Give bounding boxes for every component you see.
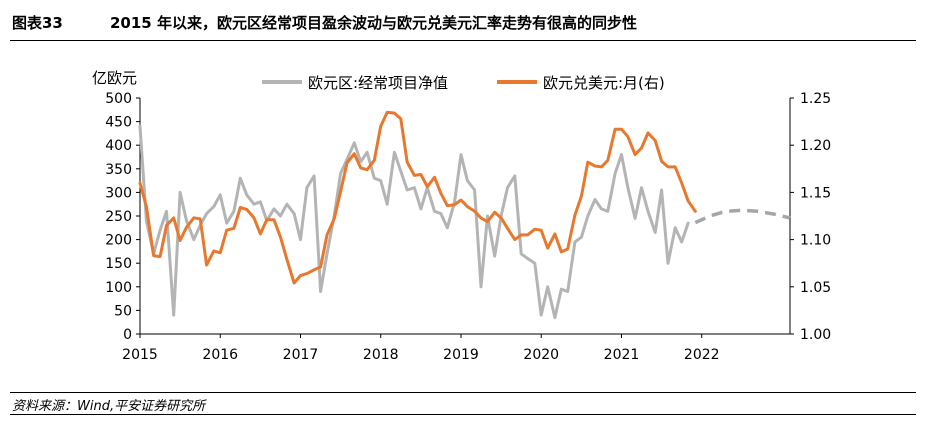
figure-title: 2015 年以来，欧元区经常项目盈余波动与欧元兑美元汇率走势有很高的同步性: [110, 14, 637, 32]
figure-title-bar: 图表33 2015 年以来，欧元区经常项目盈余波动与欧元兑美元汇率走势有很高的同…: [10, 12, 916, 40]
left-tick-label: 100: [105, 280, 132, 296]
source-note: 资料来源：Wind,平安证券研究所: [12, 399, 206, 414]
x-tick-label: 2019: [443, 347, 479, 363]
left-tick-label: 450: [105, 115, 132, 131]
figure-label: 图表33: [12, 14, 63, 32]
x-tick-label: 2016: [202, 347, 238, 363]
right-tick-label: 1.10: [800, 233, 831, 249]
x-tick-label: 2021: [604, 347, 640, 363]
left-tick-label: 150: [105, 256, 132, 272]
series-line-1: [138, 110, 697, 285]
right-tick-label: 1.15: [800, 185, 831, 201]
series-lines: [138, 110, 791, 319]
left-tick-label: 200: [105, 233, 132, 249]
left-tick-label: 500: [105, 91, 132, 107]
dual-axis-line-chart: 欧元区:经常项目净值 欧元兑美元:月(右) 0 50 100 150 200 250 300 3…: [92, 69, 831, 363]
x-tick-label: 2015: [122, 347, 158, 363]
left-tick-label: 250: [105, 209, 132, 225]
right-tick-label: 1.05: [800, 280, 831, 296]
right-tick-label: 1.00: [800, 327, 831, 343]
x-tick-label: 2022: [684, 347, 720, 363]
legend-label-0: 欧元区:经常项目净值: [308, 74, 448, 92]
source-top-rule: [10, 392, 916, 393]
right-tick-label: 1.20: [800, 138, 831, 154]
series-line-2: [694, 208, 791, 225]
x-tick-label: 2017: [283, 347, 319, 363]
left-tick-label: 350: [105, 162, 132, 178]
left-axis-unit-label: 亿欧元: [92, 69, 137, 87]
left-tick-label: 300: [105, 185, 132, 201]
bottom-rule: [10, 414, 916, 415]
left-tick-label: 0: [123, 327, 132, 343]
axes: 0 50 100 150 200 250 300 350 400 450 500 1.00 1.05 1.…: [92, 69, 831, 363]
x-tick-label: 2020: [523, 347, 559, 363]
legend-label-1: 欧元兑美元:月(右): [543, 74, 665, 92]
series-line-0: [138, 124, 690, 319]
legend: 欧元区:经常项目净值 欧元兑美元:月(右): [262, 74, 665, 92]
left-tick-label: 50: [114, 303, 132, 319]
right-tick-label: 1.25: [800, 91, 831, 107]
left-tick-label: 400: [105, 138, 132, 154]
top-rule: [10, 40, 916, 41]
x-tick-label: 2018: [363, 347, 399, 363]
